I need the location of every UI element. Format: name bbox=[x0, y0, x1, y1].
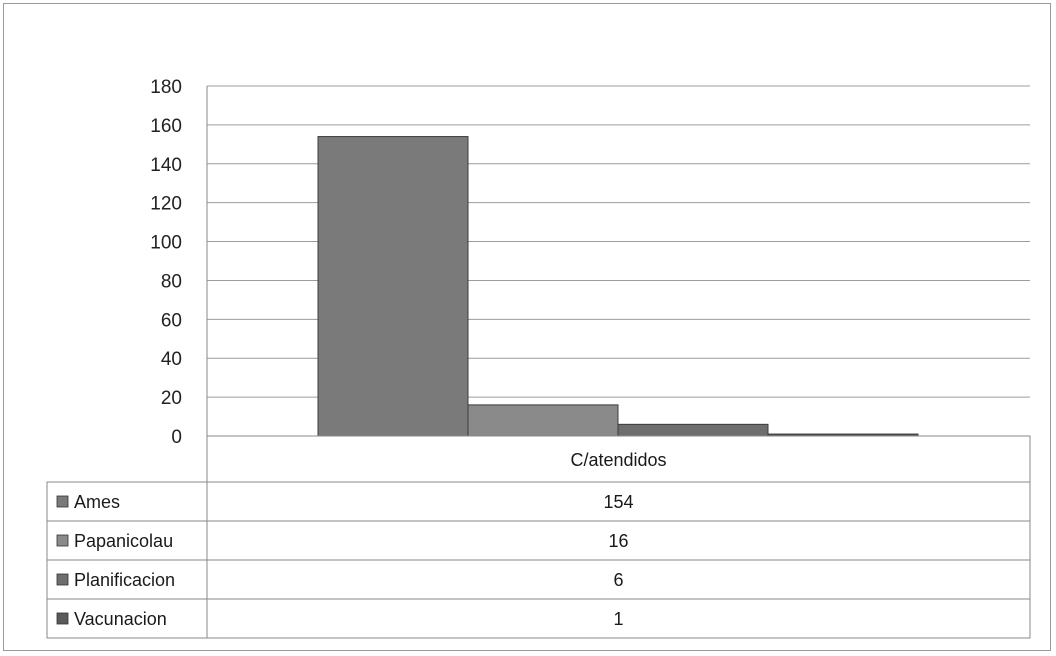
series-name: Ames bbox=[74, 492, 120, 512]
legend-key-planificacion bbox=[56, 573, 69, 586]
y-tick-label: 80 bbox=[161, 271, 182, 292]
y-tick-label: 40 bbox=[161, 349, 182, 370]
y-tick-label: 140 bbox=[150, 155, 182, 176]
bar-planificacion bbox=[617, 423, 769, 437]
table-row bbox=[46, 559, 1031, 600]
legend-key-ames bbox=[56, 495, 69, 508]
y-tick-label: 120 bbox=[150, 194, 182, 215]
data-value: 1 bbox=[613, 609, 623, 629]
bar-ames bbox=[317, 136, 469, 437]
y-tick-label: 100 bbox=[150, 233, 182, 254]
y-tick-label: 20 bbox=[161, 388, 182, 409]
table-row bbox=[46, 481, 1031, 522]
y-axis-ticks: 0 20 40 60 80 100 120 140 160 180 bbox=[150, 77, 182, 448]
bars bbox=[317, 136, 919, 437]
data-value: 16 bbox=[608, 531, 628, 551]
series-name: Vacunacion bbox=[74, 609, 167, 629]
table-row bbox=[46, 598, 1031, 639]
data-value: 154 bbox=[603, 492, 633, 512]
chart-frame bbox=[3, 3, 1051, 651]
y-tick-label: 0 bbox=[171, 427, 182, 448]
table-row bbox=[46, 520, 1031, 561]
data-value: 6 bbox=[613, 570, 623, 590]
series-name: Papanicolau bbox=[74, 531, 173, 551]
category-label: C/atendidos bbox=[570, 450, 666, 470]
series-name: Planificacion bbox=[74, 570, 175, 590]
bar-papanicolau bbox=[467, 404, 619, 437]
legend-key-papanicolau bbox=[56, 534, 69, 547]
y-tick-label: 60 bbox=[161, 310, 182, 331]
y-tick-label: 160 bbox=[150, 116, 182, 137]
y-tick-label: 180 bbox=[150, 77, 182, 98]
legend-key-vacunacion bbox=[56, 612, 69, 625]
